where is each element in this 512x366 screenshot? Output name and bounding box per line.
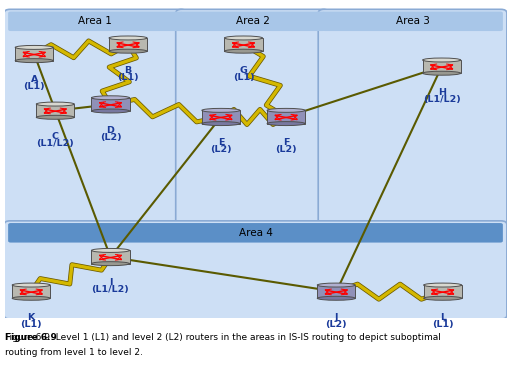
Text: A: A: [31, 75, 38, 85]
Text: (L2): (L2): [210, 145, 232, 154]
Ellipse shape: [422, 58, 461, 62]
Ellipse shape: [12, 283, 50, 287]
Ellipse shape: [422, 71, 461, 75]
Text: Area 4: Area 4: [239, 228, 272, 238]
Bar: [92, 250, 130, 264]
Text: (L1): (L1): [24, 82, 45, 92]
Text: routing from level 1 to level 2.: routing from level 1 to level 2.: [5, 348, 143, 357]
Ellipse shape: [12, 296, 50, 300]
Bar: [202, 111, 240, 124]
Ellipse shape: [224, 36, 263, 40]
Text: G: G: [240, 66, 247, 75]
Text: E: E: [218, 138, 224, 147]
Ellipse shape: [317, 296, 355, 300]
Text: C: C: [52, 132, 59, 141]
FancyBboxPatch shape: [322, 12, 503, 31]
Bar: [92, 98, 130, 111]
Text: (L1): (L1): [20, 320, 42, 329]
Ellipse shape: [423, 296, 462, 300]
FancyBboxPatch shape: [4, 9, 187, 228]
Text: (L2): (L2): [275, 145, 297, 154]
Bar: [422, 60, 461, 73]
Ellipse shape: [267, 108, 305, 112]
FancyBboxPatch shape: [4, 221, 507, 319]
Text: F: F: [283, 138, 289, 147]
Ellipse shape: [224, 49, 263, 53]
Bar: [317, 285, 355, 298]
FancyBboxPatch shape: [8, 223, 503, 243]
Ellipse shape: [15, 59, 53, 63]
Ellipse shape: [423, 283, 462, 287]
Bar: [15, 48, 53, 61]
FancyBboxPatch shape: [318, 9, 507, 228]
Ellipse shape: [15, 45, 53, 49]
Ellipse shape: [317, 283, 355, 287]
Bar: [109, 38, 147, 51]
Text: Figure 6.9: Figure 6.9: [5, 333, 57, 341]
Text: Area 1: Area 1: [78, 16, 112, 26]
Ellipse shape: [267, 122, 305, 126]
Text: B: B: [124, 66, 132, 75]
Text: Area 3: Area 3: [396, 16, 430, 26]
Ellipse shape: [92, 109, 130, 113]
Ellipse shape: [92, 249, 130, 253]
Text: (L1/L2): (L1/L2): [423, 95, 460, 104]
Ellipse shape: [36, 102, 74, 106]
Bar: [36, 104, 74, 117]
Text: (L1/L2): (L1/L2): [92, 285, 130, 294]
Ellipse shape: [202, 108, 240, 112]
Text: D: D: [106, 126, 114, 135]
Text: Area 2: Area 2: [236, 16, 269, 26]
Text: (L2): (L2): [100, 133, 121, 142]
Text: Figure 6.9  Level 1 (L1) and level 2 (L2) routers in the areas in IS-IS routing : Figure 6.9 Level 1 (L1) and level 2 (L2)…: [5, 333, 441, 341]
Bar: [12, 285, 50, 298]
Text: J: J: [334, 313, 338, 322]
Ellipse shape: [202, 122, 240, 126]
Bar: [267, 111, 305, 124]
Ellipse shape: [109, 36, 147, 40]
FancyBboxPatch shape: [180, 12, 325, 31]
Text: (L1): (L1): [117, 73, 139, 82]
Text: K: K: [28, 313, 35, 322]
Ellipse shape: [36, 115, 74, 119]
FancyBboxPatch shape: [8, 12, 183, 31]
Text: (L2): (L2): [326, 320, 347, 329]
Text: H: H: [438, 88, 445, 97]
Ellipse shape: [92, 96, 130, 100]
Text: (L1/L2): (L1/L2): [36, 139, 74, 148]
Text: I: I: [109, 279, 112, 287]
Ellipse shape: [92, 262, 130, 266]
Bar: [224, 38, 263, 51]
Bar: [423, 285, 462, 298]
Text: (L1): (L1): [432, 320, 454, 329]
Ellipse shape: [109, 49, 147, 53]
Text: L: L: [440, 313, 445, 322]
FancyBboxPatch shape: [176, 9, 329, 228]
Text: (L1): (L1): [232, 73, 254, 82]
